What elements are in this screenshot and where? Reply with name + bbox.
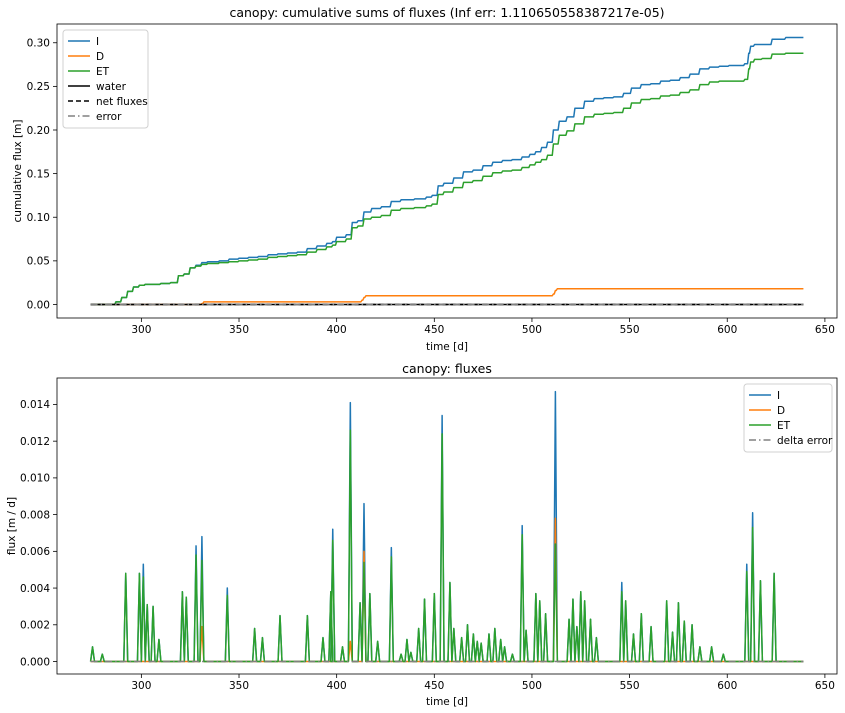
x-axis-label: time [d] [426,341,468,353]
y-tick-label: 0.008 [20,509,50,521]
series-line-et [90,52,804,306]
y-tick-label: 0.00 [27,299,50,311]
y-axis-ticks: 0.000 0.002 0.004 0.006 0.008 0.010 0.012 0.014 [20,399,57,668]
flux-chart: canopy: fluxes 300 350 400 450 500 550 600 650 … [6,361,838,708]
y-tick-label: 0.010 [20,473,50,485]
x-tick-label: 300 [131,324,151,336]
axes-frame [56,23,838,319]
x-tick-label: 400 [327,680,347,692]
series-layer [90,36,804,306]
y-axis-ticks: 0.00 0.05 0.10 0.15 0.20 0.25 0.30 [27,38,57,311]
x-tick-label: 500 [522,680,542,692]
legend-label-et: ET [777,420,791,432]
y-tick-label: 0.000 [20,656,50,668]
y-axis-label: flux [m / d] [6,497,18,555]
y-axis-label: cumulative flux [m] [12,120,24,223]
legend-label-i: I [777,390,780,402]
y-tick-label: 0.004 [20,583,50,595]
x-tick-label: 550 [620,324,640,336]
x-axis-ticks: 300 350 400 450 500 550 600 650 [131,674,835,692]
y-tick-label: 0.20 [27,125,50,137]
y-tick-label: 0.25 [27,81,50,93]
legend-box [743,383,833,453]
legend-label-d: D [96,51,104,63]
chart-title: canopy: fluxes [402,361,492,376]
y-tick-label: 0.014 [20,399,50,411]
x-tick-label: 350 [229,680,249,692]
x-axis-ticks: 300 350 400 450 500 550 600 650 [131,318,835,336]
legend-label-et: ET [96,66,110,78]
axes-frame [56,377,838,675]
x-tick-label: 450 [424,324,444,336]
x-tick-label: 650 [815,680,835,692]
y-tick-label: 0.15 [27,168,50,180]
x-tick-label: 450 [424,680,444,692]
series-line-d [90,288,804,306]
y-tick-label: 0.30 [27,38,50,50]
x-tick-label: 500 [522,324,542,336]
x-tick-label: 650 [815,324,835,336]
legend-label-delta-error: delta error [777,435,833,447]
legend: ID ET delta error [743,383,833,453]
x-tick-label: 600 [717,324,737,336]
y-tick-label: 0.002 [20,620,50,632]
legend-label-water: water [96,81,127,93]
legend-label-error: error [96,111,122,123]
legend-label-i: I [96,36,99,48]
y-tick-label: 0.012 [20,436,50,448]
series-layer [89,390,804,663]
legend-label-net-fluxes: net fluxes [96,96,148,108]
x-axis-label: time [d] [426,696,468,708]
x-tick-label: 350 [229,324,249,336]
x-tick-label: 600 [717,680,737,692]
legend-label-d: D [777,405,785,417]
plot-area [56,23,838,319]
series-line-et [89,429,804,663]
chart-title: canopy: cumulative sums of fluxes (Inf e… [229,5,664,20]
series-line-i [90,36,804,306]
x-tick-label: 300 [131,680,151,692]
y-tick-label: 0.05 [27,256,50,268]
legend: ID ET water net fluxes error [62,29,149,129]
cumulative-flux-chart: canopy: cumulative sums of fluxes (Inf e… [12,5,838,353]
y-tick-label: 0.10 [27,212,50,224]
x-tick-label: 550 [620,680,640,692]
x-tick-label: 400 [327,324,347,336]
y-tick-label: 0.006 [20,546,50,558]
plot-area [56,377,838,675]
legend-box [62,29,149,129]
